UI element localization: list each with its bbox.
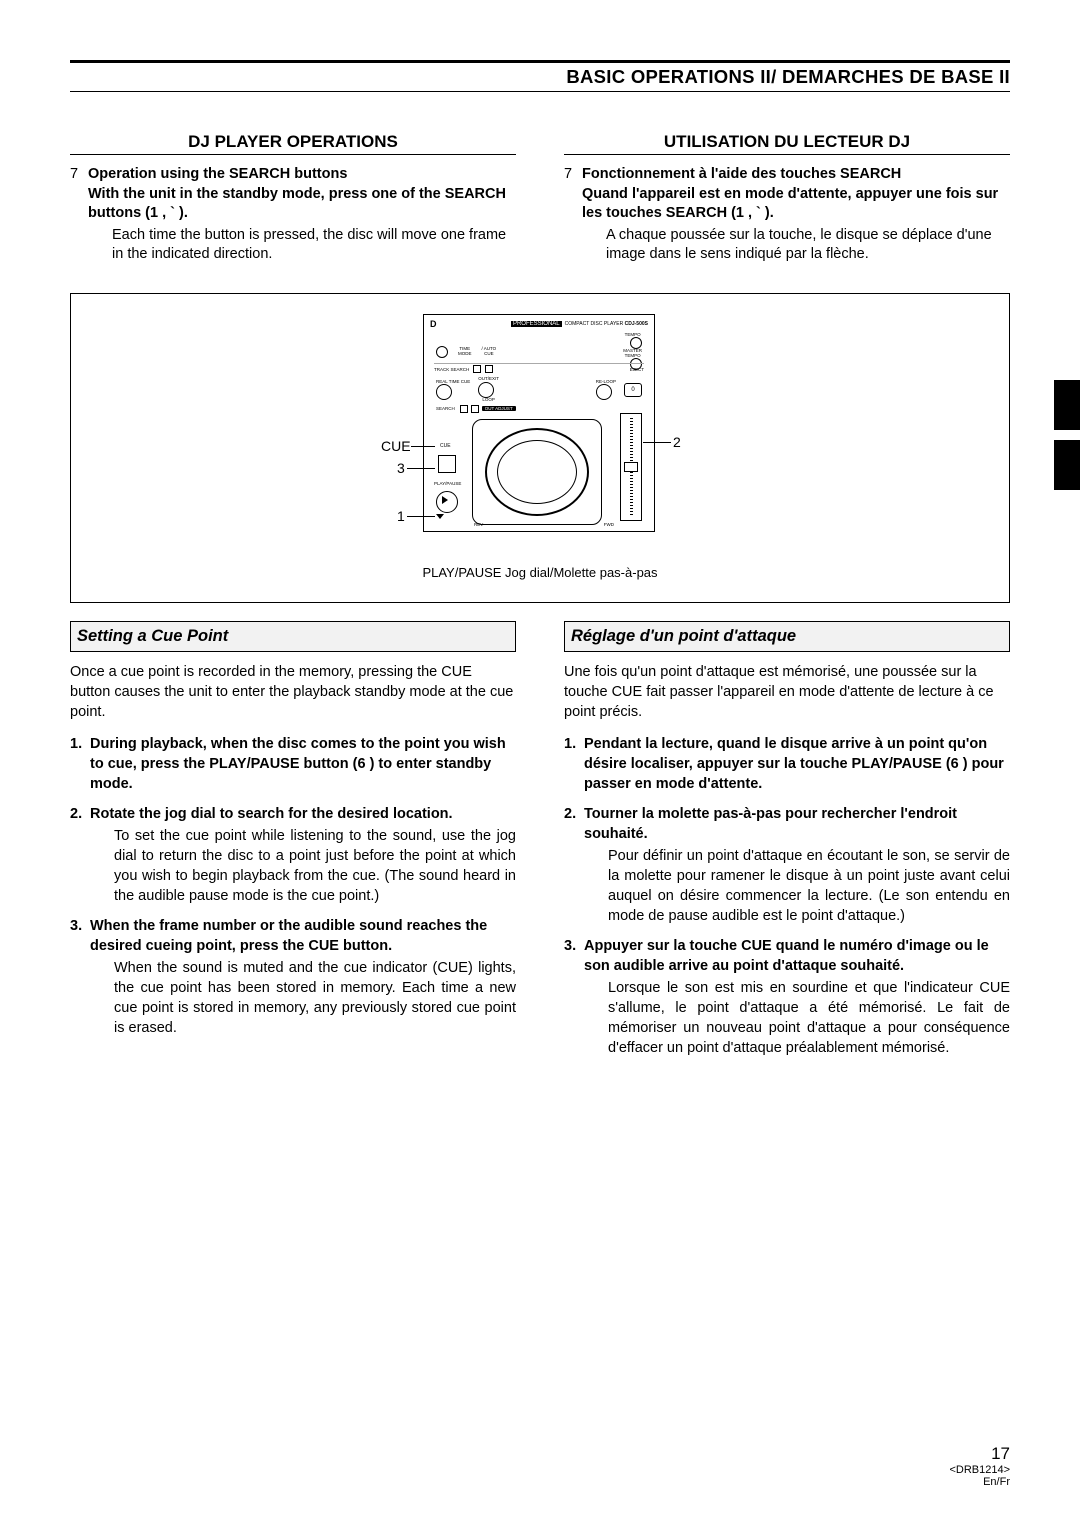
reloop-knob xyxy=(596,384,612,400)
page-number: 17 xyxy=(949,1444,1010,1464)
op7-fr: 7 Fonctionnement à l'aide des touches SE… xyxy=(564,165,1010,265)
op-title: Operation using the SEARCH buttons xyxy=(88,166,347,182)
device-top: D PROFESSIONAL COMPACT DISC PLAYER CDJ-5… xyxy=(430,319,648,329)
page-title: BASIC OPERATIONS II/ DEMARCHES DE BASE I… xyxy=(566,66,1010,87)
op-line1: Quand l'appareil est en mode d'attente, … xyxy=(582,186,998,222)
op-num: 7 xyxy=(70,165,78,185)
callout-line xyxy=(411,446,435,447)
jog-ring2 xyxy=(497,440,577,504)
section-title-en: Setting a Cue Point xyxy=(70,621,516,652)
step-num: 3. xyxy=(70,916,82,936)
step-num: 1. xyxy=(70,734,82,754)
eject-label: EJECT xyxy=(630,367,644,372)
time-label: TIMEMODE xyxy=(458,347,472,356)
step-body: Pour définir un point d'attaque en écout… xyxy=(584,846,1010,926)
fwd-label: FWD xyxy=(604,522,614,527)
diagram-caption: PLAY/PAUSE Jog dial/Molette pas-à-pas xyxy=(385,565,695,580)
pro-badge: PROFESSIONAL xyxy=(511,321,562,327)
step-title: Pendant la lecture, quand le disque arri… xyxy=(584,736,1004,792)
track-label: TRACK SEARCH xyxy=(434,367,469,372)
playpause-arrow-icon xyxy=(436,514,444,519)
step-title: Tourner la molette pas-à-pas pour recher… xyxy=(584,806,957,842)
op-num: 7 xyxy=(564,165,572,185)
section-fr: Réglage d'un point d'attaque Une fois qu… xyxy=(564,621,1010,1068)
doc-lang: En/Fr xyxy=(949,1476,1010,1488)
callout-line xyxy=(643,442,671,443)
track-next xyxy=(485,365,493,373)
track-row: TRACK SEARCH EJECT xyxy=(434,363,644,375)
playpause-label: PLAY/PAUSE xyxy=(434,481,461,486)
step-title: Rotate the jog dial to search for the de… xyxy=(90,806,453,822)
step-title: During playback, when the disc comes to … xyxy=(90,736,506,792)
op-body: A chaque poussée sur la touche, le disqu… xyxy=(582,226,1010,265)
slider-thumb xyxy=(624,462,638,472)
diagram-inner: D PROFESSIONAL COMPACT DISC PLAYER CDJ-5… xyxy=(385,308,695,588)
step: 3. When the frame number or the audible … xyxy=(70,916,516,1038)
top-columns: DJ PLAYER OPERATIONS 7 Operation using t… xyxy=(70,132,1010,265)
section-en: Setting a Cue Point Once a cue point is … xyxy=(70,621,516,1068)
section-title-fr: Réglage d'un point d'attaque xyxy=(564,621,1010,652)
rev-label: REV xyxy=(474,522,483,527)
callout-1: 1 xyxy=(397,508,405,524)
step: 2. Rotate the jog dial to search for the… xyxy=(70,804,516,906)
mtempo-label: MASTERTEMPO xyxy=(623,349,642,358)
callout-line xyxy=(407,516,435,517)
loop-row: REAL TIME CUE OUT/EXITLOOP RE-LOOP 0 xyxy=(436,379,642,401)
search-next xyxy=(471,405,479,413)
step-num: 2. xyxy=(70,804,82,824)
diagram-box: D PROFESSIONAL COMPACT DISC PLAYER CDJ-5… xyxy=(70,293,1010,603)
callout-cue: CUE xyxy=(381,438,411,454)
op-line1: With the unit in the standby mode, press… xyxy=(88,186,506,222)
track-prev xyxy=(473,365,481,373)
outexit-knob xyxy=(478,382,494,398)
edge-tab xyxy=(1054,380,1080,430)
callout-line xyxy=(407,468,435,469)
auto-label: / AUTOCUE xyxy=(482,347,497,356)
step: 1. During playback, when the disc comes … xyxy=(70,734,516,794)
doc-code: <DRB1214> xyxy=(949,1464,1010,1476)
model-label: COMPACT DISC PLAYER CDJ-500S xyxy=(565,321,648,327)
brand: D xyxy=(430,319,437,329)
device-outline: D PROFESSIONAL COMPACT DISC PLAYER CDJ-5… xyxy=(423,314,655,532)
edge-tab xyxy=(1054,440,1080,490)
step: 2. Tourner la molette pas-à-pas pour rec… xyxy=(564,804,1010,926)
search-label: SEARCH xyxy=(436,406,455,411)
step-body: To set the cue point while listening to … xyxy=(90,826,516,906)
realtime-knob xyxy=(436,384,452,400)
op-title: Fonctionnement à l'aide des touches SEAR… xyxy=(582,166,901,182)
step-body: When the sound is muted and the cue indi… xyxy=(90,958,516,1038)
search-row: SEARCH OUT ADJUST xyxy=(436,405,516,413)
cue-label-small: CUE xyxy=(440,443,451,449)
col-en: DJ PLAYER OPERATIONS 7 Operation using t… xyxy=(70,132,516,265)
step: 3. Appuyer sur la touche CUE quand le nu… xyxy=(564,936,1010,1058)
step-num: 1. xyxy=(564,734,576,754)
col-fr: UTILISATION DU LECTEUR DJ 7 Fonctionneme… xyxy=(564,132,1010,265)
sections: Setting a Cue Point Once a cue point is … xyxy=(70,621,1010,1068)
callout-2: 2 xyxy=(673,434,681,450)
jog-dial xyxy=(472,419,602,525)
section-intro-fr: Une fois qu'un point d'attaque est mémor… xyxy=(564,662,1010,722)
op7-en: 7 Operation using the SEARCH buttons Wit… xyxy=(70,165,516,265)
tempo-slider xyxy=(620,413,642,521)
op-body: Each time the button is pressed, the dis… xyxy=(88,226,516,265)
section-intro-en: Once a cue point is recorded in the memo… xyxy=(70,662,516,722)
step-title: Appuyer sur la touche CUE quand le numér… xyxy=(584,938,989,974)
play-icon xyxy=(442,496,448,504)
step: 1. Pendant la lecture, quand le disque a… xyxy=(564,734,1010,794)
callout-3: 3 xyxy=(397,460,405,476)
page-footer: 17 <DRB1214> En/Fr xyxy=(949,1444,1010,1488)
step-body: Lorsque le son est mis en sourdine et qu… xyxy=(584,978,1010,1058)
step-title: When the frame number or the audible sou… xyxy=(90,918,487,954)
tempo-label: TEMPO xyxy=(623,333,642,338)
outadj-badge: OUT ADJUST xyxy=(482,406,516,411)
search-prev xyxy=(460,405,468,413)
step-num: 3. xyxy=(564,936,576,956)
cue-button xyxy=(438,455,456,473)
zero-btn: 0 xyxy=(624,383,642,397)
time-knob xyxy=(436,346,448,358)
col-heading-fr: UTILISATION DU LECTEUR DJ xyxy=(564,132,1010,155)
page-header: BASIC OPERATIONS II/ DEMARCHES DE BASE I… xyxy=(70,60,1010,92)
col-heading-en: DJ PLAYER OPERATIONS xyxy=(70,132,516,155)
step-num: 2. xyxy=(564,804,576,824)
